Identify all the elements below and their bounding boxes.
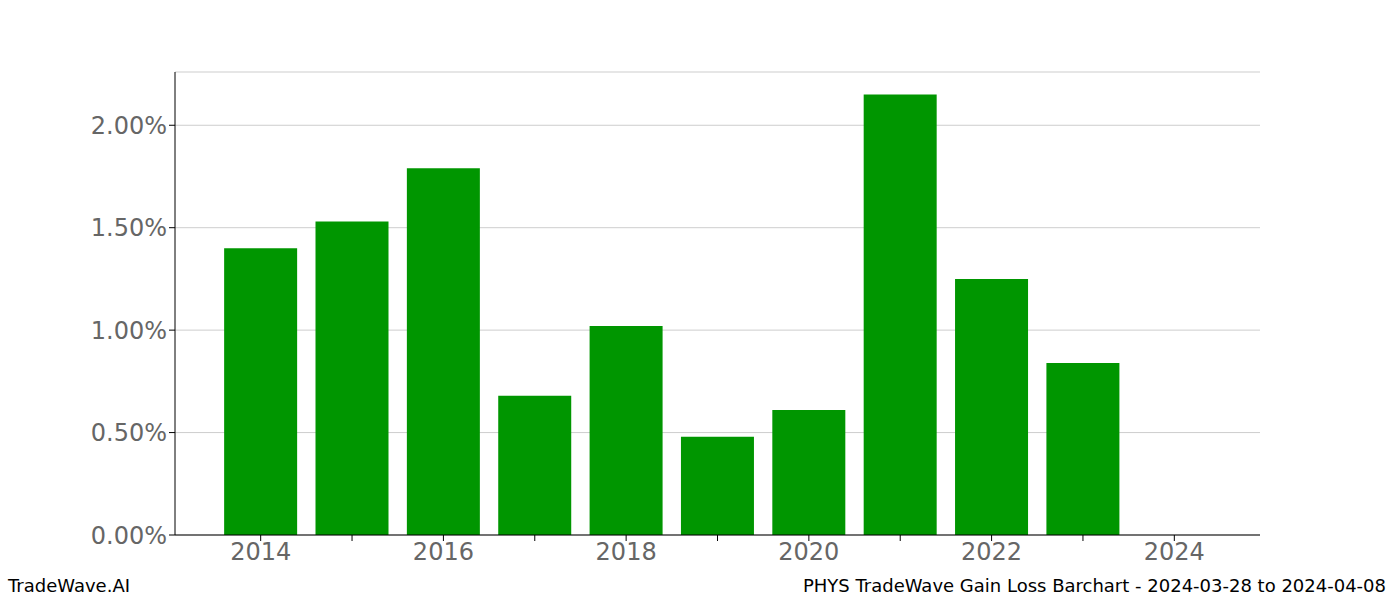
svg-text:2016: 2016 [413, 538, 474, 566]
svg-text:2024: 2024 [1144, 538, 1205, 566]
svg-text:2020: 2020 [778, 538, 839, 566]
svg-text:2.00%: 2.00% [91, 112, 167, 140]
svg-text:1.50%: 1.50% [91, 214, 167, 242]
svg-text:1.00%: 1.00% [91, 317, 167, 345]
svg-text:2014: 2014 [230, 538, 291, 566]
svg-text:0.50%: 0.50% [91, 419, 167, 447]
svg-text:2018: 2018 [596, 538, 657, 566]
html-text:PHYS TradeWave Gain Loss Barch: PHYS TradeWave Gain Loss Barchart - 2024… [802, 575, 1386, 596]
html-text:TradeWave.AI: TradeWave.AI [8, 575, 130, 596]
svg-text:0.00%: 0.00% [91, 522, 167, 550]
svg-text:2022: 2022 [961, 538, 1022, 566]
